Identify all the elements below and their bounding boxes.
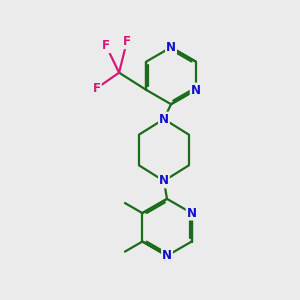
Text: F: F [93, 82, 101, 94]
Text: F: F [123, 35, 131, 48]
Text: N: N [159, 174, 169, 188]
Text: F: F [102, 39, 110, 52]
Text: N: N [187, 207, 197, 220]
Text: N: N [166, 41, 176, 54]
Text: N: N [159, 112, 169, 126]
Text: N: N [191, 83, 201, 97]
Text: N: N [162, 249, 172, 262]
